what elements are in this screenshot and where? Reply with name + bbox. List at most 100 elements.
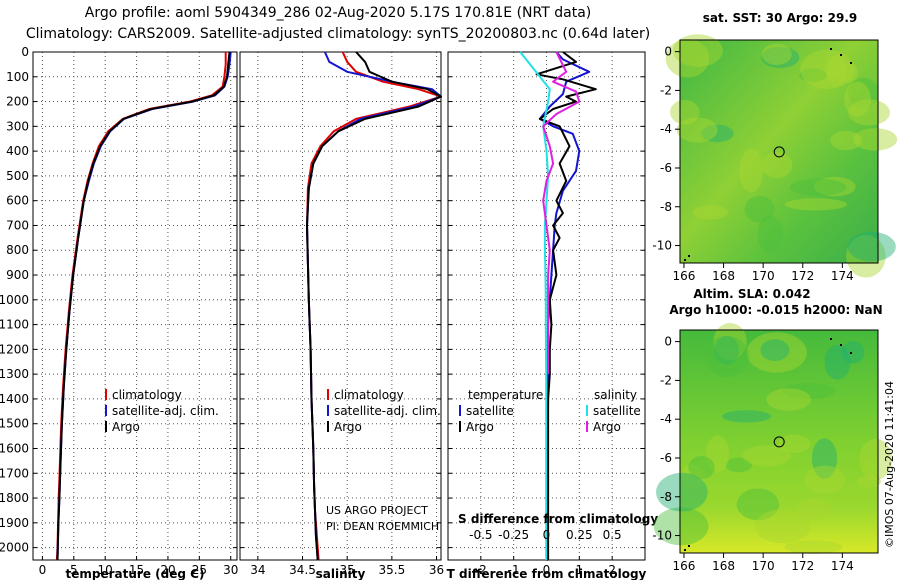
difference-series-argo_magenta — [542, 51, 581, 375]
secondary-tick-label: 0.25 — [566, 528, 593, 542]
difference-series-argo — [535, 51, 597, 560]
field-texture — [848, 99, 891, 126]
map-lon-tick-label: 168 — [712, 269, 735, 283]
x-tick-label: 35 — [340, 563, 355, 577]
salinity-panel: 34 34.5 35 35.5 36 salinity — [239, 51, 444, 580]
land-speck — [850, 62, 852, 64]
land-speck — [684, 259, 686, 261]
field-texture — [670, 99, 700, 125]
field-texture — [830, 130, 862, 151]
sst-map-title: sat. SST: 30 Argo: 29.9 — [703, 11, 857, 25]
profile-panels: 0100200300400500600700800900100011001200… — [0, 45, 658, 580]
legend-label: Argo — [334, 420, 362, 434]
figure-title-line-1: Argo profile: aoml 5904349_286 02-Aug-20… — [84, 5, 592, 21]
land-speck — [830, 338, 832, 340]
field-texture — [859, 438, 892, 481]
legend-title-temperature: temperature — [468, 388, 543, 402]
field-texture — [736, 488, 780, 521]
depth-tick-label: 1500 — [0, 417, 29, 431]
x-tick-label: -2 — [475, 563, 487, 577]
land-speck — [850, 352, 852, 354]
argo-location-marker — [773, 146, 785, 158]
field-texture — [848, 77, 879, 109]
field-texture — [705, 335, 750, 378]
sst_map-field — [680, 40, 878, 263]
difference-series-satellite_cyan — [519, 51, 551, 560]
field-texture — [692, 205, 729, 220]
sst_map-panel: 166 168 170 172 174 0 -2 -4 -6 -8 -10 — [652, 34, 898, 283]
field-texture — [672, 34, 723, 67]
map-lon-tick-label: 166 — [673, 269, 696, 283]
x-tick-label: 25 — [192, 563, 207, 577]
field-texture — [754, 509, 811, 544]
sst_map-frame — [679, 39, 879, 264]
field-texture — [824, 344, 851, 380]
sla-map-title-line-2: Argo h1000: -0.015 h2000: NaN — [669, 303, 882, 317]
depth-tick-label: 1600 — [0, 441, 29, 455]
map-lat-tick-label: -2 — [660, 83, 672, 97]
depth-tick-label: 0 — [21, 45, 29, 59]
secondary-tick-label: 0 — [543, 528, 551, 542]
x-tick-label: 10 — [98, 563, 113, 577]
depth-tick-label: 1900 — [0, 516, 29, 530]
map-lon-tick-label: 168 — [712, 559, 735, 573]
field-texture — [713, 322, 747, 361]
map-lat-tick-label: -10 — [652, 239, 672, 253]
map-lat-tick-label: -10 — [652, 529, 672, 543]
field-texture — [804, 465, 846, 494]
field-texture — [688, 455, 715, 480]
depth-tick-label: 600 — [6, 194, 29, 208]
field-texture — [835, 61, 859, 83]
temperature-frame — [32, 51, 238, 561]
field-texture — [784, 540, 843, 554]
argo-location-marker — [773, 436, 785, 448]
field-texture — [742, 445, 791, 467]
field-texture — [789, 178, 847, 196]
field-texture — [760, 339, 790, 361]
field-texture — [680, 464, 706, 490]
x-tick-label: 34 — [250, 563, 265, 577]
field-texture — [853, 128, 898, 151]
map-lat-tick-label: -4 — [660, 412, 672, 426]
difference-panel: -2 -1 0 1 2T difference from climatology — [447, 51, 647, 580]
field-texture — [782, 383, 836, 400]
depth-tick-label: 1800 — [0, 491, 29, 505]
depth-tick-label: 200 — [6, 95, 29, 109]
field-texture — [844, 81, 871, 117]
depth-tick-label: 1100 — [0, 318, 29, 332]
legend-label: satellite — [593, 404, 641, 418]
secondary-tick-label: -0.25 — [498, 528, 529, 542]
credit-project: US ARGO PROJECT — [326, 504, 428, 517]
field-texture — [847, 231, 896, 262]
land-speck — [684, 549, 686, 551]
map-lon-tick-label: 174 — [831, 269, 854, 283]
field-texture — [714, 335, 740, 365]
salinity-axis-title: salinity — [316, 567, 366, 580]
depth-tick-label: 100 — [6, 70, 29, 84]
map-lat-tick-label: 0 — [664, 335, 672, 349]
x-tick-label: 36 — [429, 563, 444, 577]
secondary-tick-label: -0.5 — [469, 528, 492, 542]
field-texture — [739, 148, 764, 193]
map-lat-tick-label: -8 — [660, 200, 672, 214]
field-texture — [777, 434, 811, 454]
field-texture — [656, 472, 708, 512]
secondary-tick-label: 0.5 — [603, 528, 622, 542]
salinity-series-satellite_adj — [306, 51, 442, 561]
field-texture — [665, 38, 710, 78]
land-speck — [688, 255, 690, 257]
figure-title-line-2: Climatology: CARS2009. Satellite-adjuste… — [25, 26, 651, 42]
field-texture — [766, 388, 811, 411]
map-lon-tick-label: 172 — [791, 559, 814, 573]
land-speck — [688, 545, 690, 547]
depth-tick-label: 400 — [6, 144, 29, 158]
legend-label: Argo — [466, 420, 494, 434]
temperature-axis-title: temperature (deg C) — [66, 567, 205, 580]
map-lon-tick-label: 174 — [831, 559, 854, 573]
salinity-frame — [239, 51, 442, 561]
temperature-series-argo — [56, 51, 231, 561]
x-tick-label: 30 — [223, 563, 238, 577]
temperature-series-satellite_adj — [56, 51, 232, 561]
field-texture — [856, 475, 881, 488]
legend-label: satellite-adj. clim. — [112, 404, 219, 418]
